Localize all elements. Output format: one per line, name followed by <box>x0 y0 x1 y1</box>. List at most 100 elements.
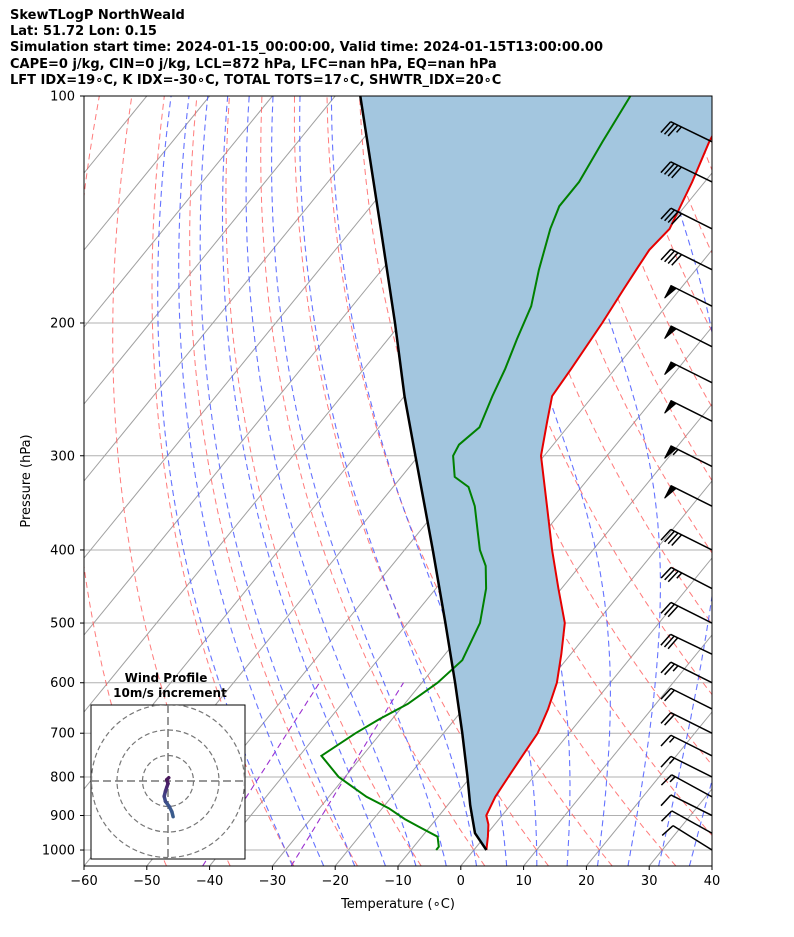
dry-adiabat <box>717 96 794 866</box>
barb-full <box>664 689 675 702</box>
barb-full <box>663 635 675 648</box>
wind-barb <box>660 810 712 834</box>
barb-staff <box>670 755 712 778</box>
isotherm-line <box>84 96 210 251</box>
x-tick-label: 20 <box>578 874 595 889</box>
barb-staff <box>670 711 712 734</box>
wind-barb <box>660 734 712 757</box>
y-tick-label: 300 <box>50 449 75 464</box>
moist-adiabat <box>178 96 325 866</box>
barb-full <box>664 209 675 222</box>
hodograph-trace <box>162 775 175 819</box>
wind-barb <box>664 361 712 384</box>
barb-full <box>664 250 675 263</box>
wind-barb <box>660 566 712 590</box>
chart-header: SkewTLogP NorthWeald Lat: 51.72 Lon: 0.1… <box>10 8 603 89</box>
y-tick-label: 400 <box>50 543 75 558</box>
x-tick-label: −30 <box>259 874 286 889</box>
dry-adiabat <box>260 96 486 866</box>
barb-staff <box>671 810 712 834</box>
isotherm-line <box>84 96 85 97</box>
y-tick-label: 100 <box>50 90 75 105</box>
x-tick-label: −50 <box>133 874 160 889</box>
barb-full <box>660 774 673 786</box>
isotherm-line <box>334 403 712 866</box>
wind-barb <box>664 400 712 422</box>
barb-full <box>664 530 675 543</box>
barb-full <box>660 633 672 646</box>
barb-staff <box>670 325 712 348</box>
isotherm-line <box>84 96 462 559</box>
barb-full <box>667 605 679 618</box>
wind-barb <box>664 284 712 307</box>
x-tick-label: −10 <box>384 874 411 889</box>
dry-adiabat <box>782 96 794 866</box>
wind-barb <box>664 445 712 468</box>
wind-barb <box>660 528 712 551</box>
barb-half <box>669 776 676 783</box>
barb-flag <box>664 485 678 499</box>
y-tick-label: 700 <box>50 727 75 742</box>
barb-staff <box>670 484 712 507</box>
x-tick-label: 0 <box>457 874 465 889</box>
temperature-parcel-fill <box>360 96 712 850</box>
isotherm-line <box>586 711 712 866</box>
barb-flag <box>664 400 678 414</box>
isotherm-line <box>272 326 712 866</box>
barb-staff <box>670 361 712 384</box>
barb-full <box>667 164 679 177</box>
x-tick-label: 10 <box>515 874 532 889</box>
barb-staff <box>670 400 712 422</box>
barb-full <box>660 207 672 220</box>
barb-staff <box>670 794 712 817</box>
barb-full <box>660 794 672 807</box>
wind-barb <box>664 484 712 507</box>
barb-full <box>660 528 672 541</box>
barb-full <box>664 568 676 581</box>
barb-full <box>667 211 679 224</box>
dry-adiabat <box>750 96 794 866</box>
wind-barb <box>661 825 712 851</box>
isotherm-line <box>460 557 712 866</box>
wind-barb <box>660 161 712 183</box>
barb-full <box>667 637 679 650</box>
barb-half <box>668 736 675 743</box>
barb-full <box>660 687 672 700</box>
barb-staff <box>670 734 712 757</box>
x-axis-label: Temperature (∘C) <box>340 897 455 912</box>
barb-full <box>671 254 683 266</box>
moist-adiabat <box>157 96 294 866</box>
y-axis-ticks: 100 200 300 400 500 600 700 800 900 1000 <box>42 90 84 859</box>
mixing-ratio-lines <box>202 682 404 866</box>
isotherm-line <box>775 96 794 866</box>
wind-barbs <box>660 121 712 851</box>
hodograph-segment <box>164 775 171 782</box>
barb-full <box>663 122 675 135</box>
barb-half <box>675 126 682 133</box>
wind-barb <box>660 687 712 710</box>
hodograph-ring <box>91 705 245 859</box>
isotherm-line <box>84 96 273 328</box>
inset-title: Wind Profile <box>125 671 208 685</box>
moist-adiabat <box>368 96 538 866</box>
barb-full <box>660 566 672 579</box>
location-line: Lat: 51.72 Lon: 0.15 <box>10 24 157 40</box>
y-tick-label: 200 <box>50 316 75 331</box>
dry-adiabat <box>326 96 613 866</box>
wind-barb <box>664 325 712 348</box>
wind-barb <box>660 774 712 798</box>
dry-adiabat <box>189 96 358 866</box>
x-axis-ticks: −60 −50 −40 −30 −20 −10 0 10 20 30 40 <box>70 866 720 889</box>
x-tick-label: 40 <box>704 874 721 889</box>
dry-adiabat <box>151 96 295 866</box>
moist-adiabat <box>271 96 447 866</box>
moist-adiabat <box>471 96 611 866</box>
wind-barb <box>660 121 712 143</box>
barb-staff <box>670 687 712 710</box>
barb-full <box>667 124 679 137</box>
isotherm-line <box>523 634 712 866</box>
y-tick-label: 900 <box>50 809 75 824</box>
parcel-profile-line <box>359 96 488 851</box>
dry-adiabat <box>456 96 712 696</box>
